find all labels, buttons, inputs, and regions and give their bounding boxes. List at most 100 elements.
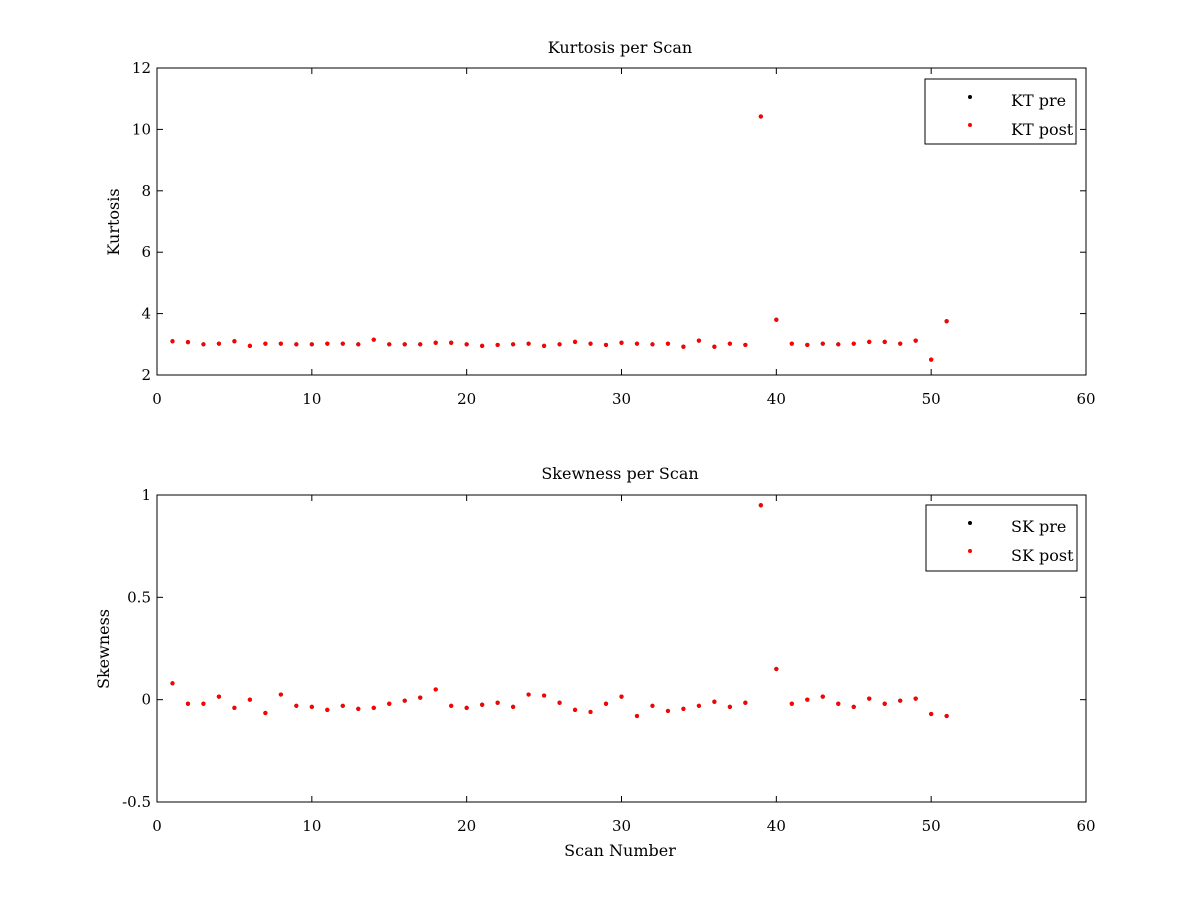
data-point-post-kurtosis [402, 342, 407, 347]
kurtosis-panel: Kurtosis per Scan Kurtosis 0 10 20 30 40 50 60… [104, 38, 1096, 408]
data-point-post-kurtosis [464, 342, 469, 347]
data-point-post-skewness [758, 503, 763, 508]
data-point-post-kurtosis [681, 344, 686, 349]
data-point-post-kurtosis [232, 339, 237, 344]
data-point-post-skewness [681, 706, 686, 711]
data-point-post-kurtosis [371, 337, 376, 342]
data-point-post-kurtosis [278, 341, 283, 346]
data-point-post-skewness [480, 702, 485, 707]
data-point-post-skewness [774, 666, 779, 672]
data-point-post-kurtosis [944, 319, 949, 324]
data-point-post-skewness [325, 707, 330, 713]
data-point-post-skewness [449, 703, 454, 708]
x-tick-label-kurtosis: 30 [612, 390, 631, 408]
data-point-post-kurtosis [185, 340, 191, 345]
data-point-post-skewness [387, 701, 392, 706]
data-point-post-kurtosis [603, 342, 609, 348]
x-tick-label-skewness: 20 [457, 817, 476, 835]
data-point-post-skewness [340, 703, 345, 708]
x-axis-label-skewness: Scan Number [564, 841, 676, 860]
y-tick-label-kurtosis: 6 [141, 243, 151, 261]
data-point-post-kurtosis [851, 341, 856, 346]
data-point-post-kurtosis [356, 342, 361, 347]
data-point-post-skewness [805, 697, 810, 702]
legend-kurtosis: KT pre KT post [924, 78, 1077, 145]
data-point-post-skewness [836, 701, 841, 706]
data-point-post-kurtosis [712, 344, 717, 349]
data-point-post-kurtosis [541, 343, 547, 348]
data-point-post-skewness [898, 698, 903, 703]
data-point-post-kurtosis [820, 341, 825, 346]
data-point-post-kurtosis [449, 340, 454, 345]
legend-label-sk-post: SK post [1011, 546, 1074, 565]
data-point-post-skewness [402, 698, 407, 703]
data-point-post-skewness [882, 701, 887, 706]
x-tick-label-kurtosis: 20 [457, 390, 476, 408]
x-tick-label-skewness: 50 [922, 817, 941, 835]
data-point-post-kurtosis [557, 342, 562, 347]
y-tick-label-skewness: 1 [141, 486, 151, 504]
data-point-post-kurtosis [294, 342, 299, 347]
y-tick-label-skewness: 0 [141, 691, 151, 709]
data-point-post-skewness [650, 703, 655, 708]
data-point-post-skewness [557, 700, 562, 705]
legend-marker-sk-pre [968, 521, 972, 525]
data-point-post-skewness [495, 700, 500, 705]
data-point-post-kurtosis [263, 341, 268, 346]
y-tick-label-kurtosis: 2 [141, 366, 151, 384]
data-point-post-skewness [789, 701, 794, 706]
x-tick-label-skewness: 60 [1076, 817, 1095, 835]
data-point-post-skewness [371, 705, 376, 710]
data-points-skewness [170, 503, 949, 719]
data-point-post-skewness [913, 696, 918, 701]
tick-marks-skewness: 0 10 20 30 40 50 60-0.500.51 [122, 486, 1095, 835]
y-tick-label-skewness: -0.5 [122, 793, 151, 811]
data-points-kurtosis [170, 114, 949, 362]
data-point-post-kurtosis [743, 342, 748, 348]
y-tick-label-kurtosis: 4 [141, 305, 151, 323]
x-tick-label-kurtosis: 40 [767, 390, 786, 408]
data-point-post-skewness [851, 704, 856, 709]
data-point-post-kurtosis [789, 341, 794, 346]
data-point-post-skewness [867, 696, 872, 701]
data-point-post-skewness [665, 708, 671, 714]
y-tick-label-kurtosis: 10 [132, 120, 151, 138]
legend-label-kt-pre: KT pre [1011, 91, 1066, 110]
data-point-post-kurtosis [898, 341, 903, 346]
data-point-post-kurtosis [511, 342, 516, 347]
data-point-post-kurtosis [572, 339, 578, 344]
y-axis-label-skewness: Skewness [94, 609, 113, 689]
data-point-post-skewness [185, 701, 191, 706]
data-point-post-skewness [511, 704, 516, 709]
data-point-post-skewness [944, 713, 949, 719]
legend-marker-sk-post [968, 549, 972, 553]
data-point-post-skewness [309, 704, 314, 709]
data-point-post-kurtosis [309, 342, 314, 347]
legend-box-kurtosis [924, 78, 1077, 145]
data-point-post-skewness [603, 701, 609, 706]
data-point-post-kurtosis [650, 342, 655, 347]
data-point-post-skewness [820, 694, 825, 699]
data-point-post-skewness [929, 711, 934, 717]
data-point-post-kurtosis [433, 340, 438, 345]
x-tick-label-kurtosis: 0 [152, 390, 162, 408]
data-point-post-kurtosis [929, 357, 934, 362]
y-axis-label-kurtosis: Kurtosis [104, 188, 123, 255]
data-point-post-skewness [418, 695, 423, 700]
data-point-post-kurtosis [418, 342, 423, 347]
x-tick-label-skewness: 0 [152, 817, 162, 835]
x-tick-label-skewness: 30 [612, 817, 631, 835]
data-point-post-kurtosis [867, 339, 872, 344]
legend-label-kt-post: KT post [1011, 120, 1074, 139]
data-point-post-skewness [201, 701, 206, 706]
legend-box-skewness [925, 504, 1078, 572]
data-point-post-kurtosis [836, 342, 841, 347]
data-point-post-skewness [232, 705, 237, 710]
chart-title-kurtosis: Kurtosis per Scan [548, 38, 692, 57]
data-point-post-kurtosis [216, 341, 222, 346]
plot-frame-skewness [156, 494, 1087, 803]
data-point-post-kurtosis [758, 114, 763, 119]
data-point-post-skewness [356, 706, 361, 711]
data-point-post-skewness [464, 705, 469, 710]
